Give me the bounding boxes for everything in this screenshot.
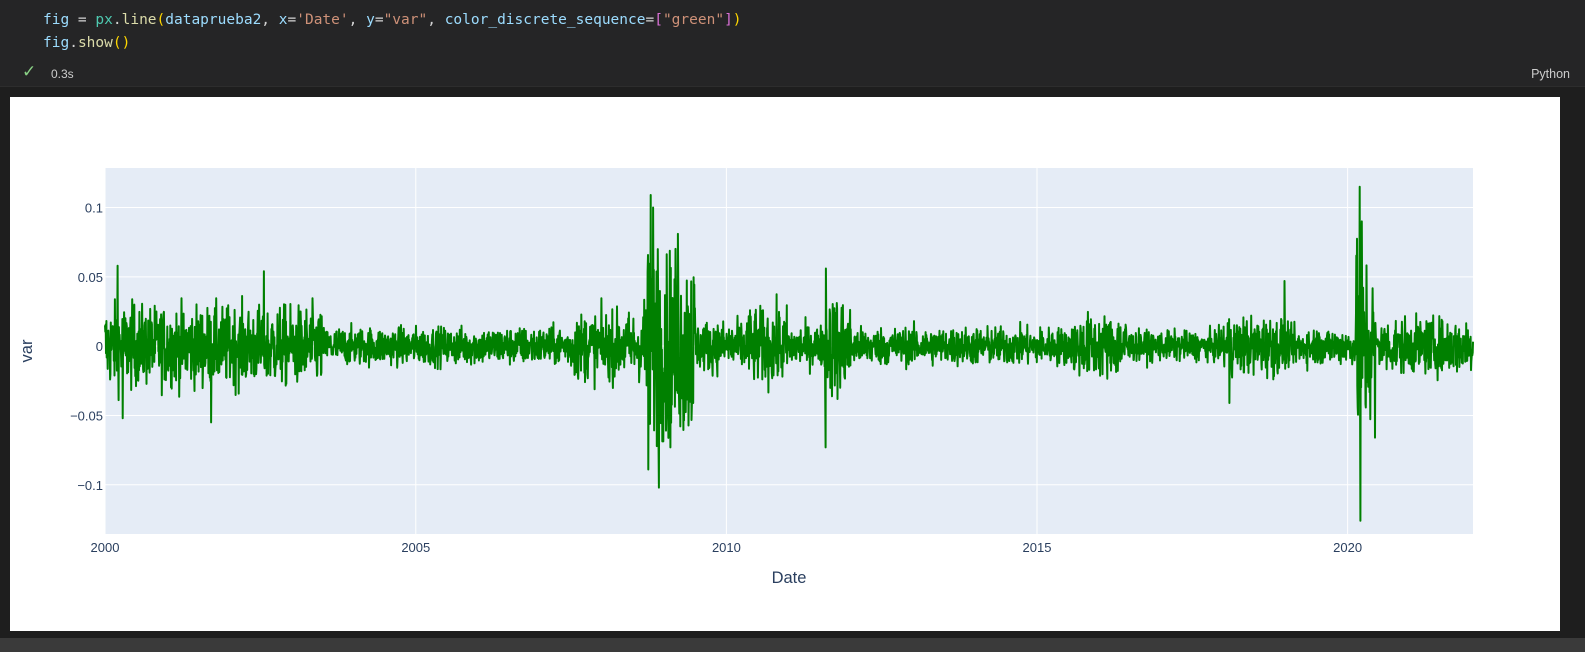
code-token: x xyxy=(278,12,288,28)
code-token: , xyxy=(427,12,445,28)
y-tick-label: 0 xyxy=(96,339,103,354)
y-tick-label: −0.05 xyxy=(70,408,103,423)
code-token: y xyxy=(366,12,375,28)
check-icon: ✓ xyxy=(22,62,37,81)
code-token: () xyxy=(112,35,131,51)
x-tick-label: 2020 xyxy=(1333,540,1362,555)
code-token: ( xyxy=(156,12,166,28)
y-tick-label: 0.1 xyxy=(85,201,103,216)
code-token: = xyxy=(374,12,384,28)
code-token: dataprueba2 xyxy=(165,12,262,28)
cell-status-bar: ✓ 0.3s Python xyxy=(0,62,1585,85)
x-tick-label: 2005 xyxy=(401,540,430,555)
code-token: [ xyxy=(654,12,663,28)
code-token: 'Date' xyxy=(296,12,349,28)
code-line-2[interactable]: fig.show() xyxy=(43,32,130,54)
code-token: , xyxy=(261,12,279,28)
code-token: . xyxy=(112,12,122,28)
code-token: show xyxy=(77,35,113,51)
code-token: fig xyxy=(43,12,70,28)
cell-language-label[interactable]: Python xyxy=(1531,67,1570,81)
code-token: ) xyxy=(732,12,742,28)
x-tick-label: 2015 xyxy=(1023,540,1052,555)
code-token: = xyxy=(69,12,96,28)
code-token: . xyxy=(69,35,78,51)
x-axis-title: Date xyxy=(772,569,807,587)
code-token: "var" xyxy=(383,12,428,28)
code-token: fig xyxy=(43,35,70,51)
code-token: line xyxy=(121,12,157,28)
code-cell[interactable]: fig = px.line(dataprueba2, x='Date', y="… xyxy=(0,0,1585,87)
code-token: ] xyxy=(724,12,733,28)
x-tick-label: 2000 xyxy=(91,540,120,555)
y-tick-label: 0.05 xyxy=(78,270,103,285)
line-chart[interactable]: 2000 2005 2010 2015 2020 0.1 0.05 0 −0.05 −0.1 D… xyxy=(10,97,1560,631)
code-token: = xyxy=(645,12,655,28)
execution-time: 0.3s xyxy=(51,67,74,81)
cell-output: 2000 2005 2010 2015 2020 0.1 0.05 0 −0.05 −0.1 D… xyxy=(10,97,1560,631)
x-axis-ticks: 2000 2005 2010 2015 2020 xyxy=(91,540,1363,555)
code-token: = xyxy=(287,12,297,28)
x-tick-label: 2010 xyxy=(712,540,741,555)
code-token: color_discrete_sequence xyxy=(444,12,646,28)
y-axis-ticks: 0.1 0.05 0 −0.05 −0.1 xyxy=(70,201,103,493)
horizontal-scrollbar[interactable] xyxy=(0,638,1585,652)
code-line-1[interactable]: fig = px.line(dataprueba2, x='Date', y="… xyxy=(43,9,742,31)
y-tick-label: −0.1 xyxy=(77,478,103,493)
code-token: "green" xyxy=(662,12,725,28)
code-token: px xyxy=(95,12,113,28)
y-axis-title: var xyxy=(18,339,36,362)
series-line-var[interactable] xyxy=(104,185,1474,522)
code-token: , xyxy=(348,12,367,28)
